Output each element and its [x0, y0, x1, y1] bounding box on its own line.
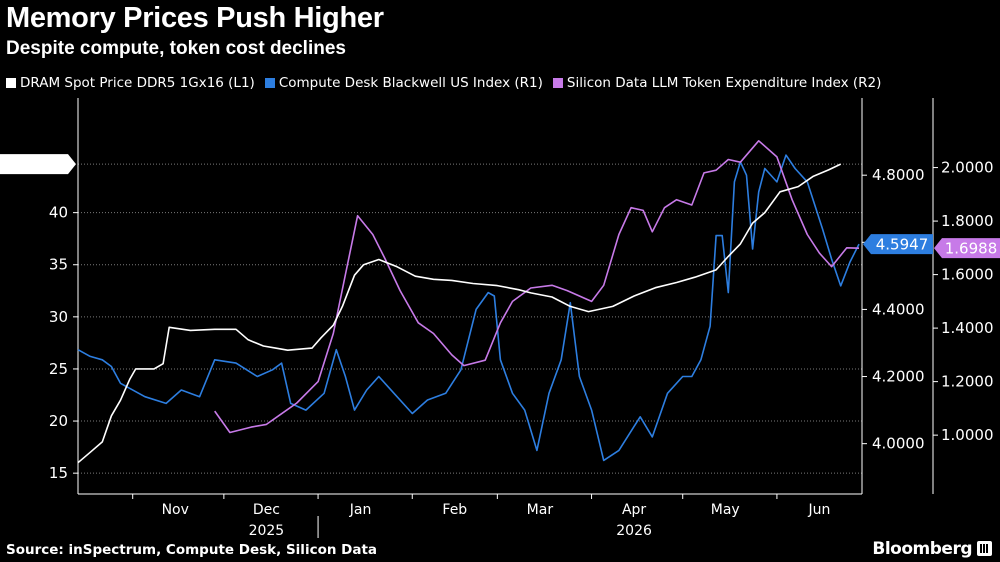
legend-item-compute: Compute Desk Blackwell US Index (R1) — [264, 75, 543, 91]
l1-tick-label-1: 20 — [49, 412, 68, 430]
x-tick-label-7: Jun — [808, 502, 831, 518]
x-tick-label-4: Mar — [527, 502, 554, 518]
r2-tick-label-3: 1.6000 — [941, 266, 994, 284]
legend-swatch-token — [552, 78, 563, 88]
legend-item-dram: DRAM Spot Price DDR5 1Gx16 (L1) — [6, 75, 255, 91]
l1-tick-label-3: 30 — [49, 308, 68, 326]
l1-tick-label-5: 40 — [49, 204, 68, 222]
last-value-label-compute: 4.5947 — [876, 236, 929, 254]
r1-tick-label-4: 4.8000 — [872, 166, 925, 184]
legend-item-token: Silicon Data LLM Token Expenditure Index… — [552, 75, 882, 91]
chart-title: Memory Prices Push Higher — [6, 2, 384, 34]
last-value-tag-compute — [863, 234, 933, 255]
x-tick-label-3: Feb — [442, 502, 467, 518]
r2-tick-label-5: 2.0000 — [941, 159, 994, 177]
legend-label-dram: DRAM Spot Price DDR5 1Gx16 (L1) — [20, 75, 255, 91]
legend-swatch-dram — [6, 78, 16, 88]
legend-label-compute: Compute Desk Blackwell US Index (R1) — [278, 75, 543, 91]
series-line-dram — [77, 163, 842, 464]
last-value-tag-token — [934, 238, 1000, 259]
r1-tick-label-2: 4.4000 — [872, 300, 925, 318]
series-line-compute — [77, 154, 860, 462]
source-note: Source: inSpectrum, Compute Desk, Silico… — [6, 542, 378, 558]
last-value-label-dram: 44.6600 — [3, 156, 65, 174]
r1-tick-label-1: 4.2000 — [872, 368, 925, 386]
l1-tick-label-2: 25 — [49, 360, 68, 378]
last-value-tag-dram — [0, 154, 76, 175]
x-tick-label-1: Dec — [253, 502, 280, 518]
chart-subtitle: Despite compute, token cost declines — [6, 38, 346, 59]
brand-logo: Bloomberg — [872, 539, 972, 559]
bloomberg-chart-icon — [977, 541, 992, 556]
l1-tick-label-0: 15 — [49, 464, 68, 482]
series-line-token — [214, 140, 860, 434]
last-value-label-token: 1.6988 — [945, 240, 998, 258]
year-label-0: 2025 — [249, 523, 285, 539]
l1-tick-label-4: 35 — [49, 256, 68, 274]
legend-swatch-compute — [264, 78, 275, 88]
legend: DRAM Spot Price DDR5 1Gx16 (L1) Compute … — [6, 75, 881, 91]
r2-tick-label-1: 1.2000 — [941, 373, 994, 391]
x-tick-label-2: Jan — [349, 502, 372, 518]
r2-tick-label-2: 1.4000 — [941, 319, 994, 337]
x-tick-label-0: Nov — [162, 502, 189, 518]
x-tick-label-6: May — [711, 502, 740, 518]
r2-tick-label-0: 1.0000 — [941, 426, 994, 444]
year-label-1: 2026 — [616, 523, 652, 539]
x-tick-label-5: Apr — [622, 502, 646, 518]
legend-label-token: Silicon Data LLM Token Expenditure Index… — [566, 75, 882, 91]
r2-tick-label-4: 1.8000 — [941, 212, 994, 230]
r1-tick-label-0: 4.0000 — [872, 435, 925, 453]
